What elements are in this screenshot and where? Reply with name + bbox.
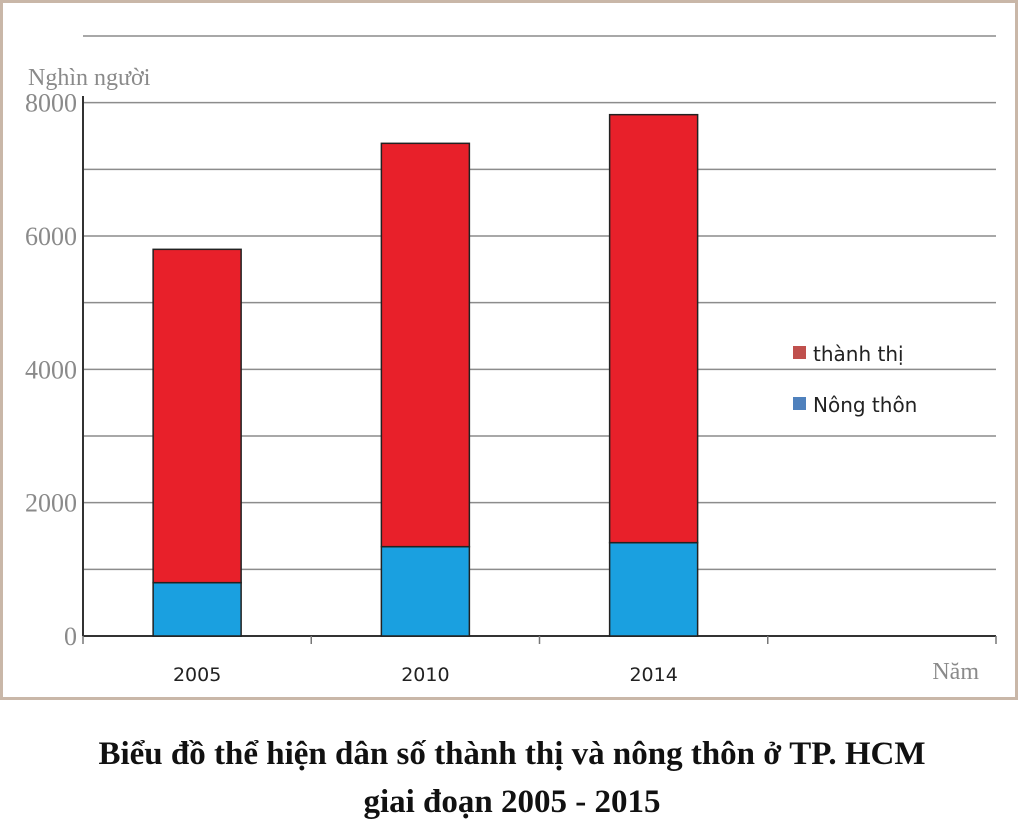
legend-label: thành thị (813, 342, 904, 366)
x-tick-label: 2005 (173, 664, 221, 686)
chart-frame: 0 2000 4000 6000 8000 Nghìn người 2005 2010 2014… (0, 0, 1018, 700)
bar-2010-nong-thon (380, 545, 471, 637)
bar-2005-nong-thon (152, 581, 242, 637)
chart-title-line-2: giai đoạn 2005 - 2015 (363, 784, 661, 820)
bar-2010-thanh-thi (380, 142, 471, 548)
legend-label: Nông thôn (813, 393, 917, 417)
x-tick-label: 2014 (629, 664, 677, 686)
bar-2014-nong-thon (608, 541, 699, 637)
y-tick-label: 4000 (25, 355, 77, 384)
y-tick-label: 0 (64, 622, 77, 651)
bar-2005-thanh-thi (152, 248, 242, 584)
chart-title: Biểu đồ thể hiện dân số thành thị và nôn… (0, 730, 1024, 826)
chart-title-line-1: Biểu đồ thể hiện dân số thành thị và nôn… (98, 736, 926, 772)
y-tick-label: 6000 (25, 222, 77, 251)
x-tick-label: 2010 (401, 664, 449, 686)
legend-swatch (793, 397, 806, 410)
y-tick-label: 2000 (25, 489, 77, 518)
y-tick-label: 8000 (25, 89, 77, 118)
y-axis-label: Nghìn người (28, 65, 151, 91)
bar-2014-thanh-thi (608, 113, 699, 544)
x-axis-label: Năm (932, 659, 979, 685)
legend-swatch (793, 346, 806, 359)
